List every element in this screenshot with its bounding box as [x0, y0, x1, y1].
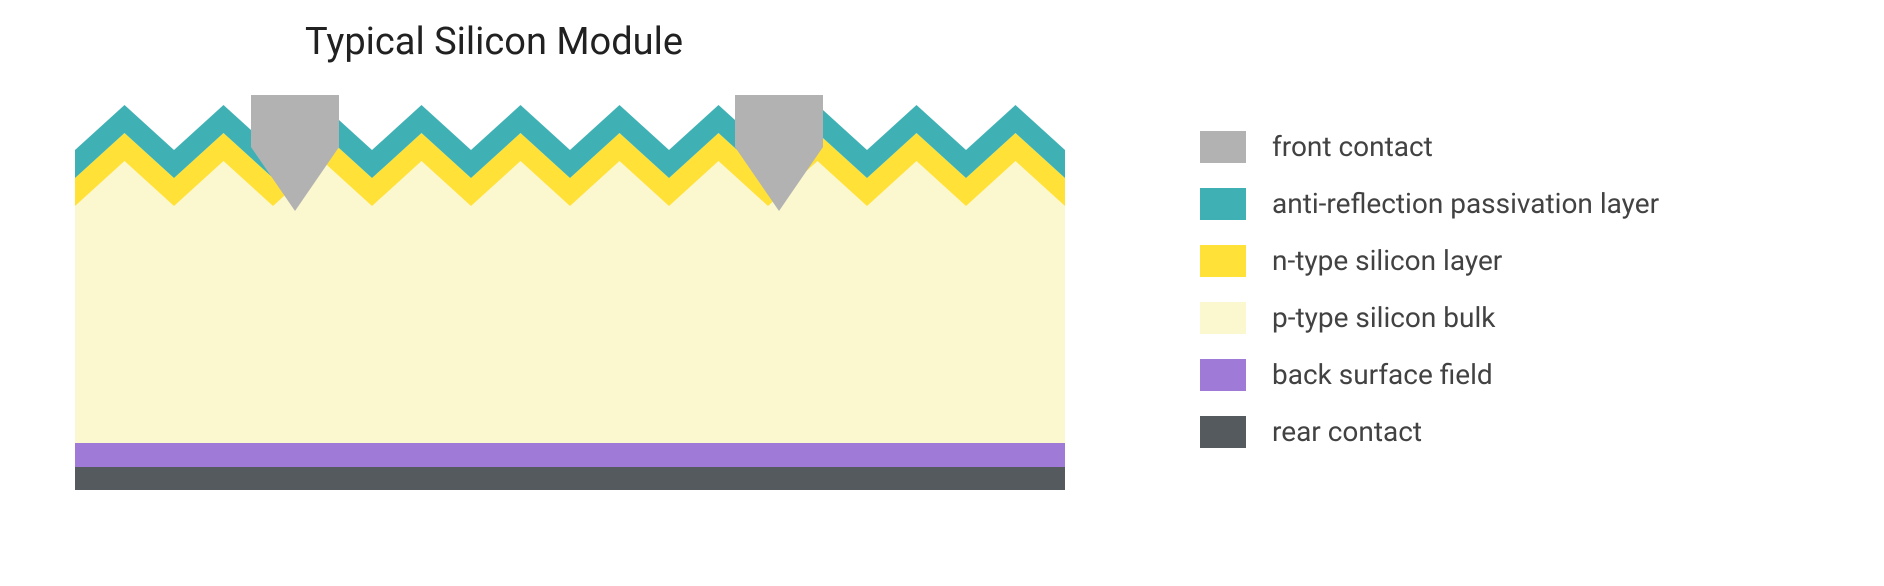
rear-contact — [75, 467, 1065, 490]
legend-swatch-p_type — [1200, 302, 1246, 334]
legend-row: rear contact — [1200, 415, 1659, 448]
legend: front contact anti-reflection passivation… — [1200, 130, 1659, 472]
diagram-title: Typical Silicon Module — [305, 20, 683, 64]
legend-swatch-rear_contact — [1200, 416, 1246, 448]
cross-section-svg — [75, 95, 1065, 490]
legend-label: n-type silicon layer — [1272, 244, 1502, 277]
legend-swatch-front_contact — [1200, 131, 1246, 163]
legend-row: front contact — [1200, 130, 1659, 163]
legend-label: front contact — [1272, 130, 1433, 163]
silicon-module-diagram — [75, 95, 1065, 490]
legend-row: anti-reflection passivation layer — [1200, 187, 1659, 220]
legend-label: anti-reflection passivation layer — [1272, 187, 1659, 220]
legend-label: p-type silicon bulk — [1272, 301, 1495, 334]
legend-row: p-type silicon bulk — [1200, 301, 1659, 334]
legend-swatch-n_type — [1200, 245, 1246, 277]
legend-swatch-anti_reflection — [1200, 188, 1246, 220]
legend-label: rear contact — [1272, 415, 1422, 448]
back-surface-field — [75, 443, 1065, 467]
legend-row: back surface field — [1200, 358, 1659, 391]
legend-label: back surface field — [1272, 358, 1493, 391]
legend-row: n-type silicon layer — [1200, 244, 1659, 277]
legend-swatch-back_surface — [1200, 359, 1246, 391]
